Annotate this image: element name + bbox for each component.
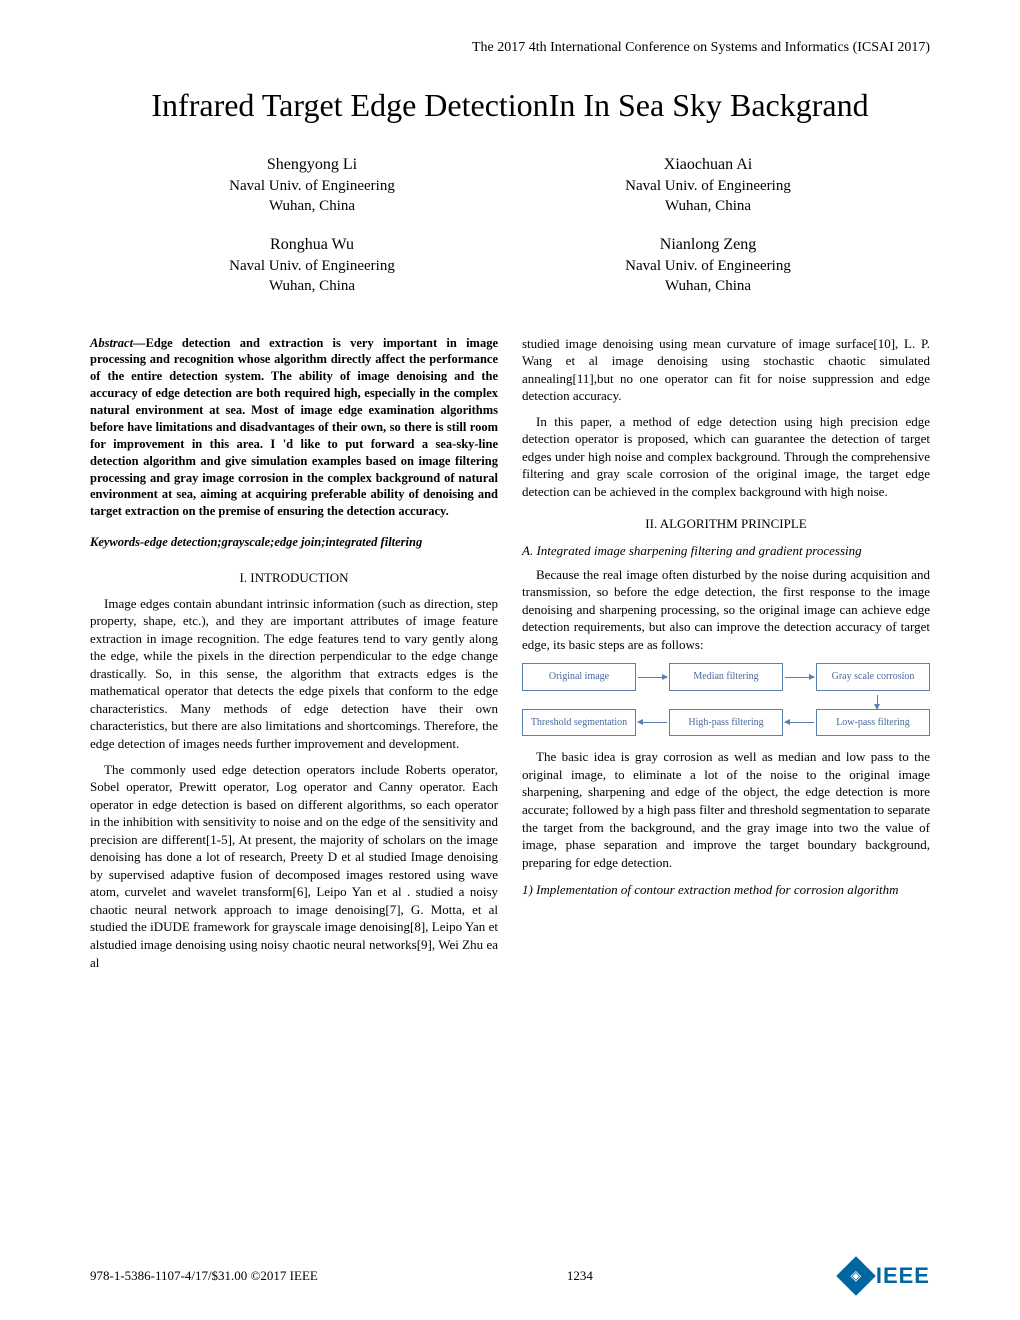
section-1-heading: I. INTRODUCTION — [90, 569, 498, 587]
abstract: Abstract—Edge detection and extraction i… — [90, 335, 498, 521]
flowchart-diagram: Original image Median filtering Gray sca… — [522, 663, 930, 736]
author-affil: Naval Univ. of Engineering — [546, 176, 870, 196]
flow-node-highpass: High-pass filtering — [669, 709, 783, 737]
flow-node-median: Median filtering — [669, 663, 783, 691]
page-number: 1234 — [567, 1268, 593, 1284]
abstract-text: Edge detection and extraction is very im… — [90, 336, 498, 519]
author-name: Xiaochuan Ai — [546, 154, 870, 176]
flow-node-lowpass: Low-pass filtering — [816, 709, 930, 737]
two-column-body: Abstract—Edge detection and extraction i… — [90, 335, 930, 980]
flow-arrow-down-icon — [877, 695, 878, 709]
intro-paragraph-2: The commonly used edge detection operato… — [90, 761, 498, 972]
author-name: Shengyong Li — [150, 154, 474, 176]
author-affil: Naval Univ. of Engineering — [546, 256, 870, 276]
abstract-label: Abstract— — [90, 336, 146, 350]
footer-isbn: 978-1-5386-1107-4/17/$31.00 ©2017 IEEE — [90, 1268, 318, 1284]
ieee-logo: ◈ IEEE — [842, 1262, 930, 1290]
flow-arrow-icon — [785, 722, 814, 723]
author-loc: Wuhan, China — [546, 196, 870, 216]
author-loc: Wuhan, China — [150, 196, 474, 216]
flow-node-gray: Gray scale corrosion — [816, 663, 930, 691]
author-affil: Naval Univ. of Engineering — [150, 176, 474, 196]
authors-left-column: Shengyong Li Naval Univ. of Engineering … — [150, 154, 474, 314]
col2-paragraph-2: In this paper, a method of edge detectio… — [522, 413, 930, 501]
author-3: Xiaochuan Ai Naval Univ. of Engineering … — [546, 154, 870, 216]
sec2-paragraph-1: Because the real image often disturbed b… — [522, 566, 930, 654]
intro-paragraph-1: Image edges contain abundant intrinsic i… — [90, 595, 498, 753]
flow-node-original: Original image — [522, 663, 636, 691]
flow-arrow-icon — [785, 677, 814, 678]
flow-row-top: Original image Median filtering Gray sca… — [522, 663, 930, 691]
section-2-heading: II. ALGORITHM PRINCIPLE — [522, 515, 930, 533]
author-4: Nianlong Zeng Naval Univ. of Engineering… — [546, 234, 870, 296]
flow-arrow-icon — [638, 722, 667, 723]
col2-paragraph-1: studied image denoising using mean curva… — [522, 335, 930, 405]
flow-vertical-connector — [522, 695, 930, 709]
authors-right-column: Xiaochuan Ai Naval Univ. of Engineering … — [546, 154, 870, 314]
ieee-diamond-icon: ◈ — [836, 1256, 876, 1296]
flow-node-threshold: Threshold segmentation — [522, 709, 636, 737]
authors-block: Shengyong Li Naval Univ. of Engineering … — [150, 154, 870, 314]
left-column: Abstract—Edge detection and extraction i… — [90, 335, 498, 980]
flow-arrow-icon — [638, 677, 667, 678]
flow-row-bottom: Threshold segmentation High-pass filteri… — [522, 709, 930, 737]
author-name: Ronghua Wu — [150, 234, 474, 256]
ieee-text: IEEE — [876, 1263, 930, 1289]
author-name: Nianlong Zeng — [546, 234, 870, 256]
page-footer: 978-1-5386-1107-4/17/$31.00 ©2017 IEEE 1… — [90, 1262, 930, 1290]
sec2-paragraph-2: The basic idea is gray corrosion as well… — [522, 748, 930, 871]
subsection-a: A. Integrated image sharpening filtering… — [522, 542, 930, 560]
author-affil: Naval Univ. of Engineering — [150, 256, 474, 276]
author-1: Shengyong Li Naval Univ. of Engineering … — [150, 154, 474, 216]
conference-header: The 2017 4th International Conference on… — [90, 40, 930, 56]
author-2: Ronghua Wu Naval Univ. of Engineering Wu… — [150, 234, 474, 296]
author-loc: Wuhan, China — [546, 276, 870, 296]
keywords: Keywords-edge detection;grayscale;edge j… — [90, 534, 498, 551]
right-column: studied image denoising using mean curva… — [522, 335, 930, 980]
paper-title: Infrared Target Edge DetectionIn In Sea … — [90, 86, 930, 124]
author-loc: Wuhan, China — [150, 276, 474, 296]
subsection-1: 1) Implementation of contour extraction … — [522, 881, 930, 899]
